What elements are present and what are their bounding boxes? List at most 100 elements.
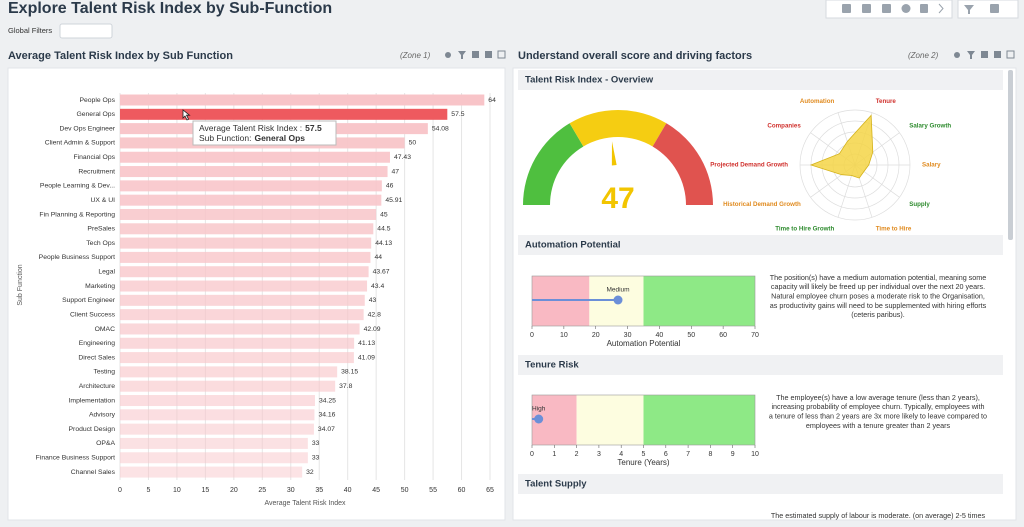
- bar: [120, 352, 354, 364]
- bar: [120, 423, 314, 435]
- toolbar: [825, 0, 1019, 19]
- filter-icon[interactable]: [458, 51, 466, 59]
- settings-icon[interactable]: [445, 52, 451, 58]
- x-tick-label: 35: [315, 487, 323, 494]
- radar-area: [809, 114, 874, 179]
- radar-label: Supply: [909, 201, 930, 208]
- comment-icon[interactable]: [472, 51, 479, 58]
- expand-icon[interactable]: [1006, 50, 1015, 59]
- y-tick-label: Fin Planning & Reporting: [39, 211, 115, 218]
- x-tick-label: 50: [687, 332, 695, 339]
- settings-icon[interactable]: [954, 52, 960, 58]
- bar: [120, 251, 371, 263]
- description: The employee(s) have a low average tenur…: [776, 393, 980, 402]
- tooltip-value: General Ops: [254, 133, 305, 143]
- x-tick-label: 70: [751, 332, 759, 339]
- x-tick-label: 25: [258, 487, 266, 494]
- value-label: 37.8: [339, 383, 352, 390]
- next-icon[interactable]: [938, 3, 944, 14]
- tooltip-value: 57.5: [305, 123, 322, 133]
- value-label: 45.91: [385, 197, 402, 204]
- copy-icon[interactable]: [485, 51, 492, 58]
- scrollbar[interactable]: [1008, 70, 1013, 240]
- value-label: 44.13: [375, 240, 392, 247]
- y-tick-label: People Learning & Dev...: [40, 183, 115, 190]
- gauge-band: [652, 123, 713, 205]
- description: a tenure of less than 2 years are 3x mor…: [769, 412, 987, 421]
- section-title: Tenure Risk: [525, 360, 579, 371]
- edit-icon[interactable]: [882, 4, 891, 13]
- value-label: 45: [380, 211, 388, 218]
- filters-button[interactable]: [59, 23, 113, 39]
- filter-icon[interactable]: [967, 51, 975, 59]
- value-label: 41.09: [358, 354, 375, 361]
- x-tick-label: 5: [147, 487, 151, 494]
- bar: [120, 208, 377, 220]
- bar: [120, 151, 390, 163]
- page-title: Explore Talent Risk Index by Sub-Functio…: [8, 0, 332, 17]
- y-tick-label: OMAC: [95, 326, 115, 333]
- y-tick-label: OP&A: [96, 440, 115, 447]
- copy-icon[interactable]: [862, 4, 871, 13]
- radar-label: Automation: [800, 98, 835, 105]
- x-axis-label: Tenure (Years): [617, 458, 670, 467]
- value-label: 44.5: [377, 226, 390, 233]
- y-tick-label: People Ops: [79, 97, 115, 104]
- y-tick-label: Dev Ops Engineer: [59, 125, 115, 132]
- delete-icon[interactable]: [920, 4, 928, 13]
- value-label: 43.67: [373, 269, 390, 276]
- value-label: 41.13: [358, 340, 375, 347]
- radar-label: Salary Growth: [909, 122, 951, 129]
- expand-icon[interactable]: [497, 50, 506, 59]
- description: capacity will likely be freed up per ind…: [771, 282, 985, 291]
- y-tick-label: Advisory: [89, 412, 116, 419]
- value-label: 43.4: [371, 283, 384, 290]
- filters-label: Global Filters: [8, 26, 52, 35]
- marker: [613, 295, 623, 305]
- x-tick-label: 5: [642, 451, 646, 458]
- x-tick-label: 15: [201, 487, 209, 494]
- bar: [120, 466, 303, 478]
- bar: [120, 309, 364, 321]
- bar: [120, 366, 338, 378]
- x-tick-label: 30: [624, 332, 632, 339]
- value-label: 64: [488, 97, 496, 104]
- filter-icon[interactable]: [964, 5, 974, 14]
- section-title: Talent Risk Index - Overview: [525, 75, 654, 86]
- x-tick-label: 1: [552, 451, 556, 458]
- y-tick-label: Client Success: [70, 311, 116, 318]
- panel-title: Average Talent Risk Index by Sub Functio…: [8, 50, 233, 62]
- marker: [534, 414, 544, 424]
- y-tick-label: Finance Business Support: [36, 455, 115, 462]
- value-label: 54.08: [432, 125, 449, 132]
- value-label: 34.25: [319, 397, 336, 404]
- x-tick-label: 10: [751, 451, 759, 458]
- cursor: [182, 109, 191, 121]
- section-header: [518, 355, 1003, 375]
- radar-label: Tenure: [876, 98, 897, 105]
- radar-label: Time to Hire Growth: [775, 225, 834, 232]
- menu-icon[interactable]: [990, 4, 999, 13]
- y-tick-label: Channel Sales: [71, 469, 116, 476]
- description: as productivity gains will need to be su…: [770, 301, 987, 310]
- range-band: [643, 395, 755, 445]
- add-icon[interactable]: [842, 4, 851, 13]
- x-tick-label: 0: [530, 332, 534, 339]
- undo-icon[interactable]: [901, 4, 911, 13]
- tooltip-label: Average Talent Risk Index :: [199, 123, 302, 133]
- y-tick-label: Implementation: [69, 397, 116, 404]
- comment-icon[interactable]: [981, 51, 988, 58]
- y-tick-label: Support Engineer: [62, 297, 116, 304]
- y-tick-label: Product Design: [69, 426, 116, 433]
- y-tick-label: Architecture: [79, 383, 115, 390]
- radar-label: Companies: [767, 122, 801, 129]
- bar: [120, 166, 388, 178]
- tooltip-line: Sub Function: General Ops: [199, 133, 305, 143]
- copy-icon[interactable]: [994, 51, 1001, 58]
- y-tick-label: Recruitment: [78, 168, 115, 175]
- x-tick-label: 55: [429, 487, 437, 494]
- marker-label: High: [532, 406, 546, 413]
- description: (ceteris paribus).: [851, 310, 905, 319]
- value-label: 33: [312, 455, 320, 462]
